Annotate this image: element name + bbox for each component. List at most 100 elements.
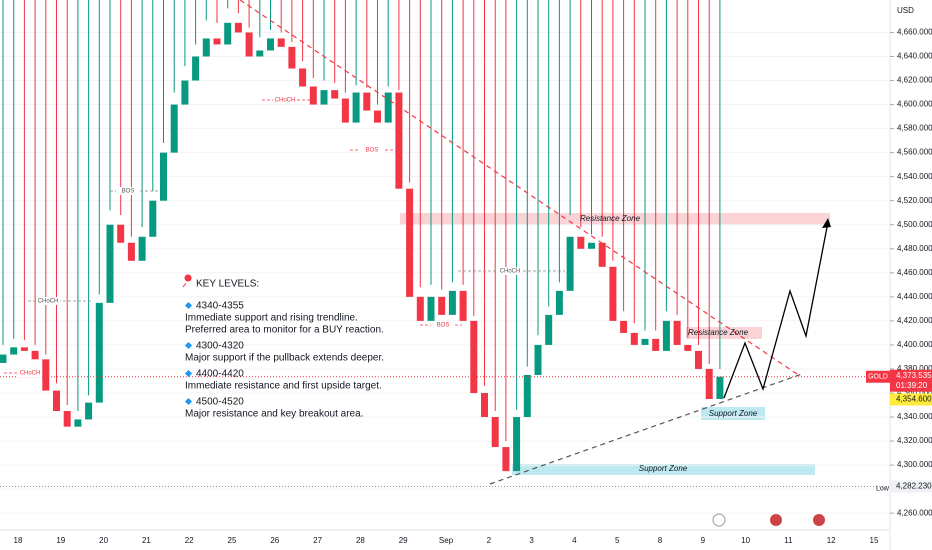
x-tick-label: 5 [615, 536, 620, 545]
candle-body [438, 296, 446, 315]
y-tick-label: 4,500.000 [897, 220, 932, 229]
candle-body [288, 46, 296, 69]
label-bg [116, 187, 140, 195]
time-axis [0, 530, 932, 550]
candle-body [406, 188, 414, 297]
candle-body [95, 302, 103, 403]
x-tick-label: Sep [439, 536, 454, 545]
bullet [184, 341, 193, 350]
structure-label: CHoCH [20, 371, 41, 377]
candle-body [213, 38, 221, 45]
low-price: 4,282.230 [896, 482, 932, 491]
candle-body [481, 392, 488, 418]
drawings [4, 0, 831, 485]
candle-body [695, 350, 702, 369]
candle-body [267, 38, 274, 51]
candle-body [513, 417, 521, 472]
y-tick-label: 4,440.000 [897, 292, 932, 301]
candle-body [20, 347, 28, 351]
y-tick-label: 4,520.000 [897, 196, 932, 205]
axes: 4,260.0004,280.0004,300.0004,320.0004,34… [14, 28, 932, 545]
annotations: CHoCH CHoCH BOS CHoCH BOS CHoCH BOS Resistance … [18, 96, 758, 473]
price-axis [890, 0, 932, 550]
candle-body [31, 350, 39, 360]
y-tick-label: 4,260.000 [897, 508, 932, 517]
candle-body [374, 110, 381, 123]
structure-label: BOS [366, 148, 379, 154]
zones [400, 213, 830, 475]
candle-body [320, 90, 328, 105]
icon [813, 514, 825, 526]
y-tick-label: 4,380.000 [897, 364, 932, 373]
candle-body [470, 320, 478, 393]
candle-body [117, 224, 125, 243]
x-tick-label: 3 [529, 536, 534, 545]
candle-body [502, 447, 510, 472]
candle-body [256, 50, 264, 57]
low-box [890, 480, 932, 493]
structure-label: BOS [437, 323, 450, 329]
x-tick-label: 25 [228, 536, 237, 545]
x-tick-label: 26 [270, 536, 279, 545]
low-text: Low [876, 485, 890, 492]
candle-body [534, 344, 542, 375]
label-bg [431, 321, 455, 329]
candle-body [170, 104, 178, 153]
key-level: 4400-4420 [196, 369, 244, 380]
x-tick-label: 22 [185, 536, 194, 545]
candle-body [277, 38, 285, 47]
candle-body [620, 320, 628, 333]
candle-body [705, 368, 713, 400]
x-tick-label: 12 [827, 536, 836, 545]
x-tick-label: 4 [572, 536, 577, 545]
icon [770, 514, 782, 526]
bullet [184, 301, 193, 310]
marker-price-box [890, 393, 932, 406]
y-tick-label: 4,580.000 [897, 124, 932, 133]
x-tick-label: 9 [701, 536, 706, 545]
symbol: GOLD [868, 374, 888, 381]
candle-body [395, 92, 403, 189]
y-tick-label: 4,420.000 [897, 316, 932, 325]
candle-body [491, 417, 499, 448]
y-tick-label: 4,660.000 [897, 28, 932, 37]
x-tick-label: 19 [56, 536, 65, 545]
symbol-box [866, 370, 890, 383]
label-bg [273, 96, 297, 104]
label-bg [18, 369, 42, 377]
y-tick-label: 4,340.000 [897, 412, 932, 421]
x-tick-label: 10 [741, 536, 750, 545]
candle-body [662, 320, 670, 351]
event-icons [712, 513, 825, 527]
candle-body [673, 320, 681, 345]
candle-body [309, 86, 317, 105]
x-tick-label: 15 [870, 536, 879, 545]
y-tick-label: 4,620.000 [897, 76, 932, 85]
candle-body [106, 224, 114, 303]
candle-body [74, 419, 82, 427]
candle-body [448, 290, 456, 315]
key-level-text: Immediate resistance and first upside ta… [185, 381, 382, 392]
candle-body [299, 68, 307, 87]
bullet [184, 369, 193, 378]
candle-body [53, 390, 60, 412]
last-price: 4,373.535 [896, 371, 932, 380]
key-level-text: Major resistance and key breakout area. [185, 409, 363, 420]
key-level-text: Immediate support and rising trendline. [185, 313, 358, 324]
candle-body [10, 347, 18, 355]
label-bg [36, 297, 60, 305]
bullet [184, 397, 193, 406]
x-tick-label: 2 [487, 536, 492, 545]
candle-body [0, 354, 7, 363]
candle-body [641, 338, 649, 345]
y-tick-label: 4,320.000 [897, 436, 932, 445]
candle-body [523, 374, 531, 418]
candle-body [363, 92, 371, 111]
key-level-text: Major support if the pullback extends de… [185, 353, 384, 364]
zone-label: Resistance Zone [688, 328, 749, 337]
candle-body [245, 32, 253, 57]
